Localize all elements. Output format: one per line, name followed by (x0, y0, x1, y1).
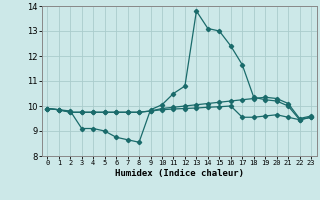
X-axis label: Humidex (Indice chaleur): Humidex (Indice chaleur) (115, 169, 244, 178)
